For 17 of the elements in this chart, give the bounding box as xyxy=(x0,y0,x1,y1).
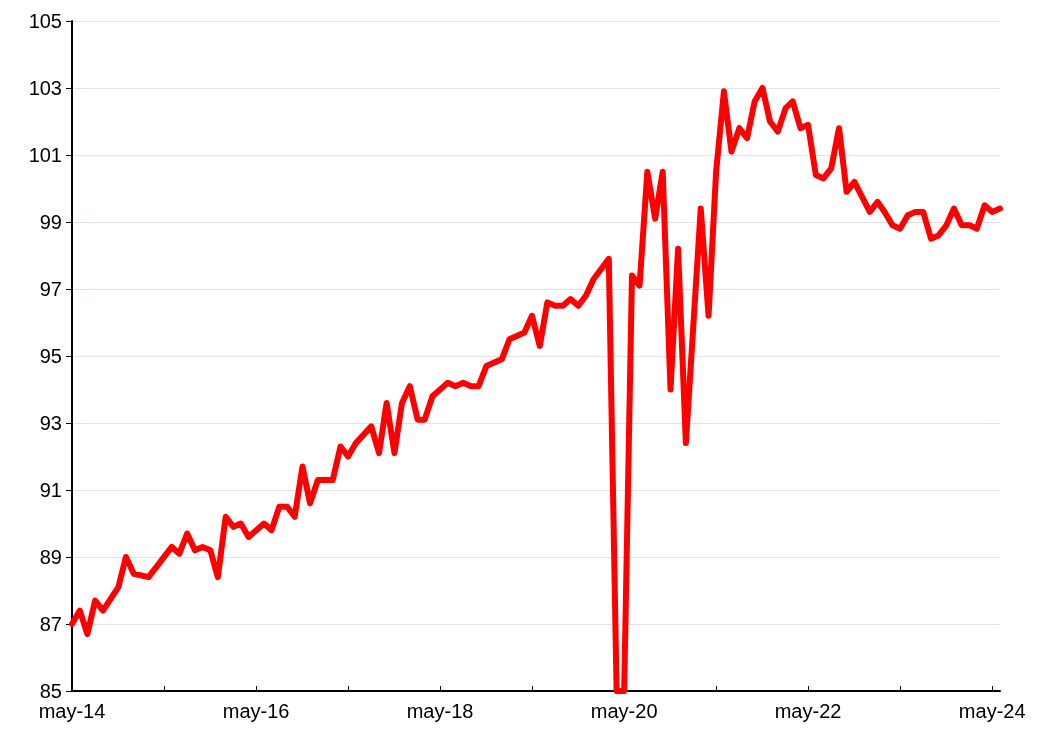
x-tick-label: may-20 xyxy=(590,700,658,722)
y-tick-label: 101 xyxy=(28,144,62,166)
x-tick-label: may-22 xyxy=(774,700,842,722)
y-tick-label: 87 xyxy=(39,613,62,635)
y-tick-label: 103 xyxy=(28,77,62,99)
y-tick-label: 99 xyxy=(39,211,62,233)
y-tick-label: 85 xyxy=(39,680,62,702)
y-tick-label: 105 xyxy=(28,10,62,32)
x-tick-label: may-16 xyxy=(222,700,290,722)
y-tick-label: 95 xyxy=(39,345,62,367)
y-tick-label: 91 xyxy=(39,479,62,501)
x-tick-label: may-18 xyxy=(406,700,474,722)
y-tick-label: 89 xyxy=(39,546,62,568)
x-tick-label: may-14 xyxy=(38,700,106,722)
y-tick-label: 97 xyxy=(39,278,62,300)
y-tick-label: 93 xyxy=(39,412,62,434)
x-tick-label: may-24 xyxy=(958,700,1026,722)
